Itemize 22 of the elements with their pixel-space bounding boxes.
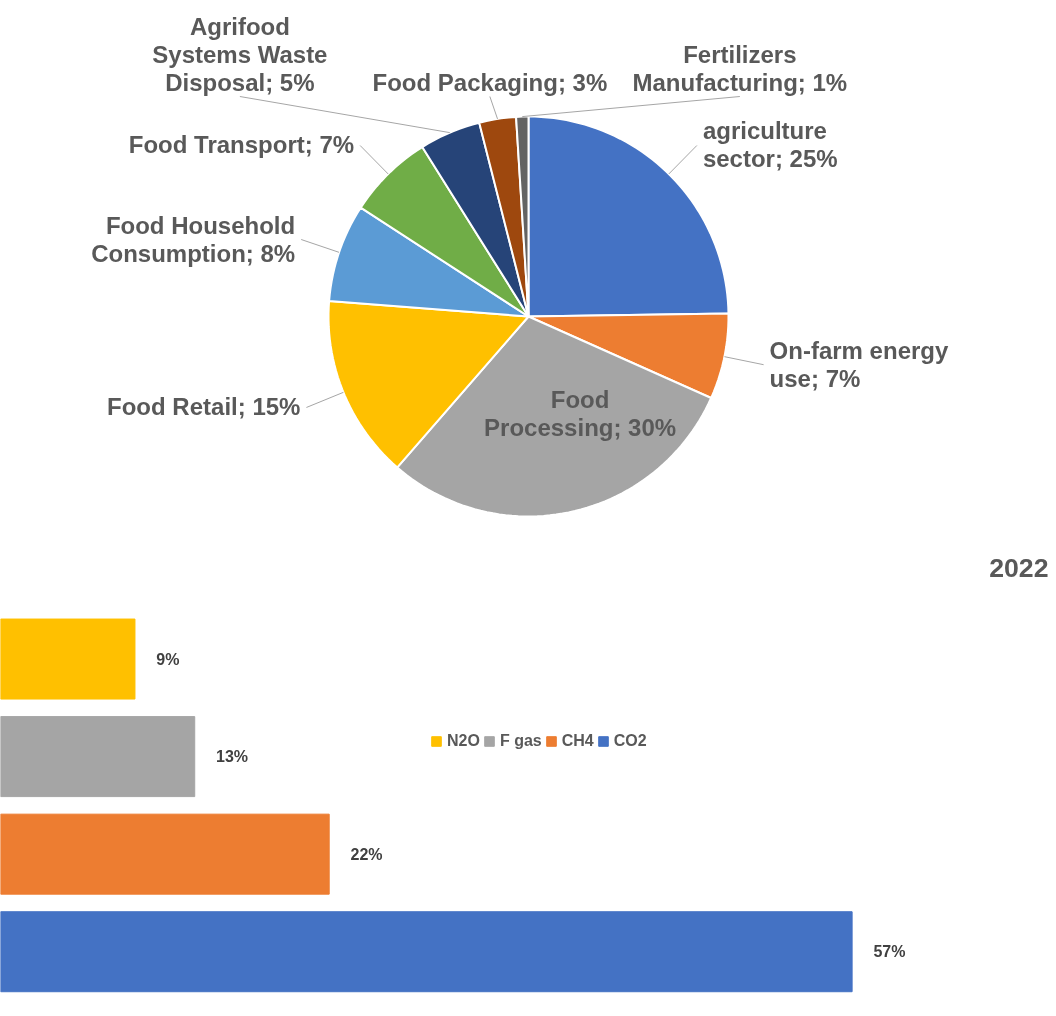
slice-label: Food Transport; 7% [128,131,355,159]
slice-label: On-farm energy use; 7% [769,336,949,392]
legend-label: CO2 [613,732,647,750]
data-label: 22% [350,845,383,863]
slice-label: Food Packaging; 3% [372,68,608,96]
slice-label: Food Processing; 30% [484,386,677,442]
slice-label: Agrifood Systems Waste Disposal; 5% [152,12,328,96]
slice-label: Fertilizers Manufacturing; 1% [632,40,848,96]
slice-label: agriculture sector; 25% [702,117,838,173]
slice-label: Food Household Consumption; 8% [91,211,296,267]
text: 2022 [989,552,1049,583]
bar [0,911,853,993]
legend-label: CH4 [561,732,594,750]
bar [0,716,196,798]
slice-label: Food Retail; 15% [107,393,301,421]
bar [0,618,136,700]
data-label: 57% [873,943,906,961]
bar [0,813,330,895]
legend-label: N2O [447,732,480,750]
legend-label: F gas [499,732,542,750]
data-label: 13% [216,748,249,766]
data-label: 9% [156,650,180,668]
